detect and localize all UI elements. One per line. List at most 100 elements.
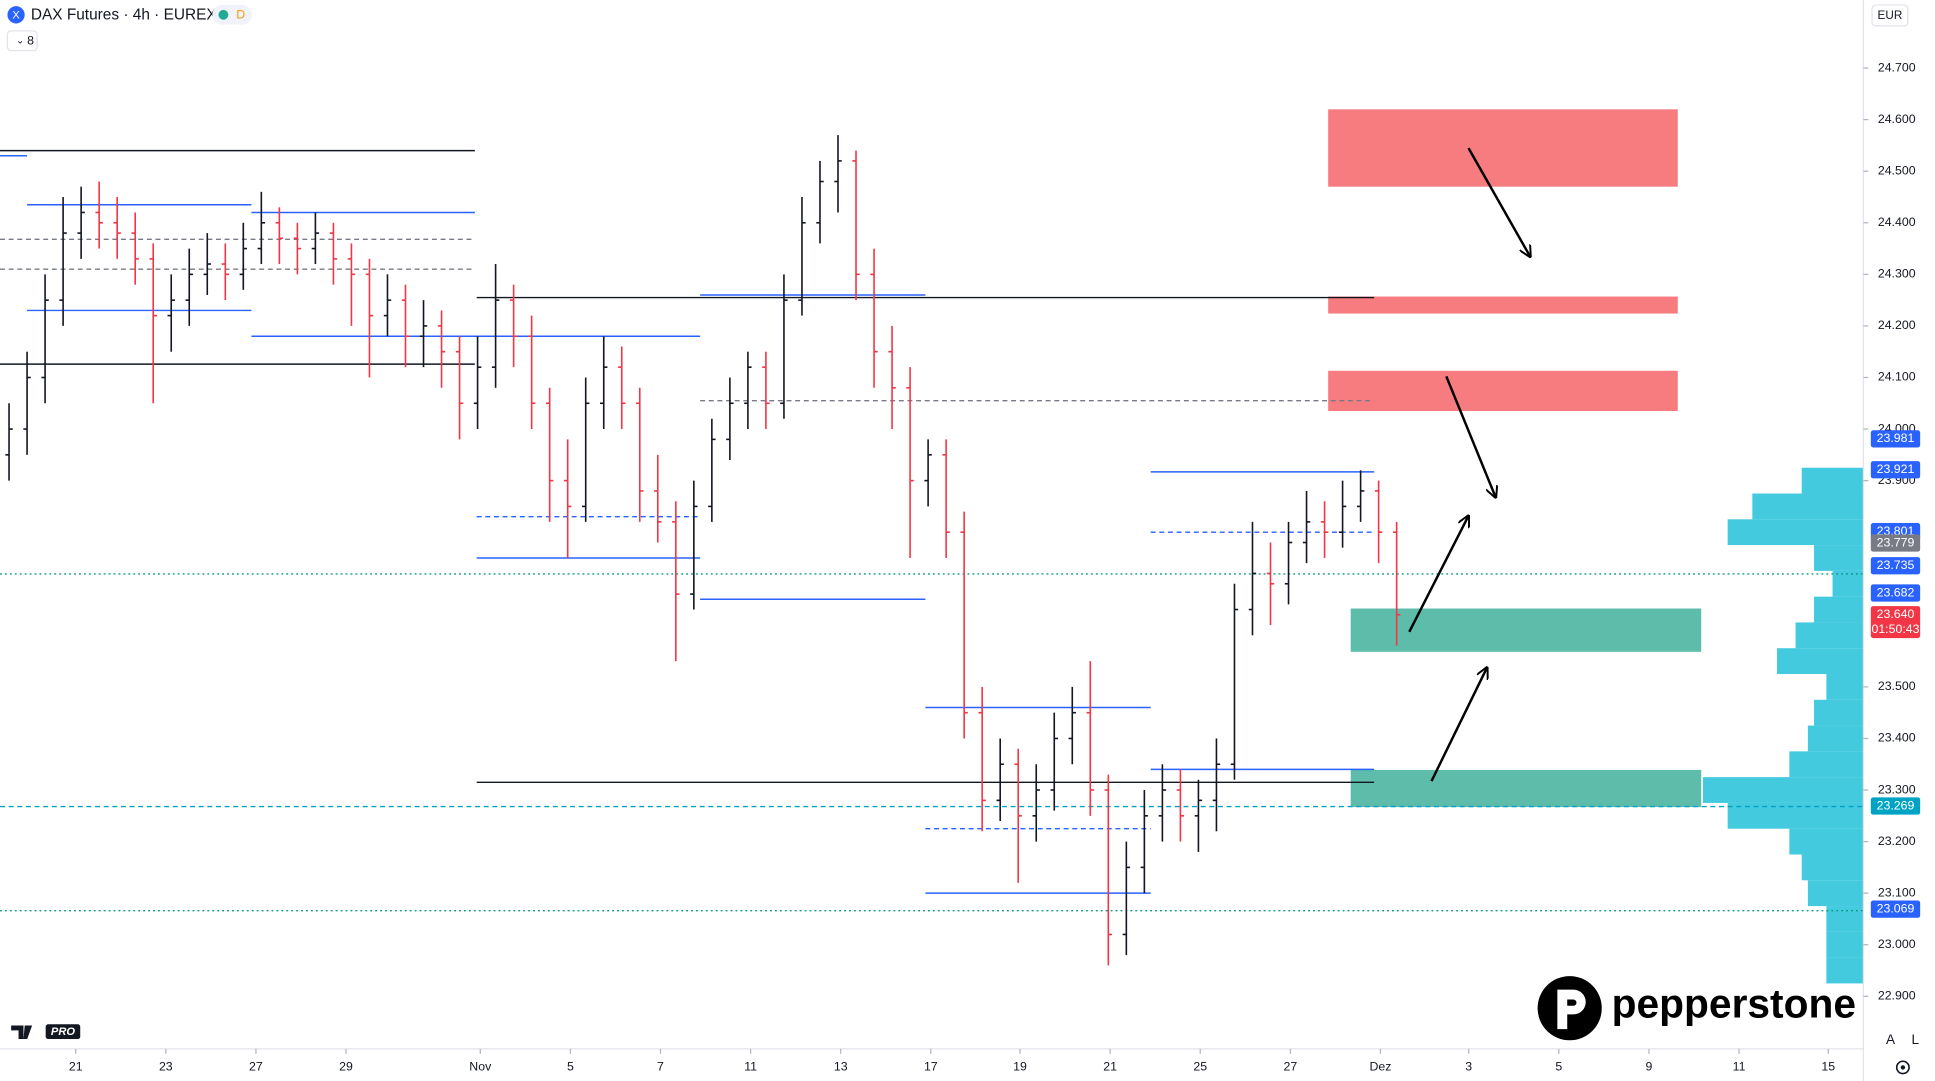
volume-profile-bar xyxy=(1814,545,1864,571)
y-tick-label: 23.200 xyxy=(1878,834,1916,848)
y-tick-label: 23.300 xyxy=(1878,782,1916,796)
volume-profile-bar xyxy=(1832,570,1864,597)
ohlc-bar xyxy=(960,511,968,739)
volume-profile-bar xyxy=(1777,648,1864,675)
ohlc-bar xyxy=(1176,769,1185,842)
arrow xyxy=(1445,375,1495,497)
header: X DAX Futures · 4h · EUREX D ⌄ 8 EUR xyxy=(6,4,1909,52)
volume-profile-bar xyxy=(1826,931,1864,958)
ohlc-bar xyxy=(1032,764,1040,842)
y-tick-label: 24.700 xyxy=(1878,60,1916,74)
pro-label: PRO xyxy=(51,1026,75,1038)
y-tick-label: 24.400 xyxy=(1878,215,1916,229)
ohlc-bar xyxy=(455,336,464,440)
x-tick-label: 11 xyxy=(1733,1060,1746,1074)
ohlc-bar xyxy=(257,191,266,265)
ohlc-bar xyxy=(798,196,806,316)
volume-profile-bar xyxy=(1727,802,1864,829)
symbol-icon xyxy=(7,6,25,24)
ohlc-bar xyxy=(726,377,734,460)
ohlc-bar xyxy=(329,222,338,285)
x-tick-label: 15 xyxy=(1821,1060,1835,1074)
ohlc-bar xyxy=(1248,521,1257,636)
ohlc-bar xyxy=(365,258,374,378)
ohlc-bar xyxy=(870,248,878,388)
price-tag xyxy=(1870,557,1921,575)
ohlc-bar xyxy=(618,346,626,430)
y-tick-label: 24.300 xyxy=(1878,267,1916,281)
tv-logo: PRO xyxy=(11,1024,81,1040)
volume-profile-bar xyxy=(1826,674,1864,700)
ohlc-bar xyxy=(1068,686,1076,765)
ohlc-bar xyxy=(563,439,572,558)
arrow xyxy=(1430,668,1487,782)
x-tick-label: 5 xyxy=(567,1060,574,1074)
price-tag-label: 23.069 xyxy=(1877,901,1915,915)
x-tick-label: 21 xyxy=(1103,1060,1117,1074)
volume-profile-bar xyxy=(1807,880,1864,907)
ohlc-bar xyxy=(942,439,950,558)
volume-profile-bar xyxy=(1801,854,1864,881)
ohlc-bar xyxy=(1338,480,1347,548)
y-tick-label: 23.500 xyxy=(1878,679,1916,693)
ohlc-bar xyxy=(906,367,914,558)
volume-profile-bar xyxy=(1826,906,1864,932)
x-tick-label: 3 xyxy=(1465,1060,1472,1074)
ohlc-bar xyxy=(1050,712,1058,811)
y-tick-label: 22.900 xyxy=(1878,989,1916,1003)
auto-scale-button[interactable]: A xyxy=(1886,1032,1896,1047)
currency-box[interactable] xyxy=(1871,4,1909,27)
price-tag xyxy=(1870,797,1921,815)
countdown: 01:50:43 xyxy=(1871,622,1919,636)
settings-icon[interactable] xyxy=(1895,1060,1910,1075)
ohlc-bar xyxy=(582,377,590,522)
ohlc-bar xyxy=(636,387,644,522)
log-scale-button[interactable]: L xyxy=(1911,1032,1919,1047)
ohlc-bar xyxy=(221,243,229,301)
ohlc-bar xyxy=(1230,583,1239,780)
ohlc-bar xyxy=(419,300,428,368)
symbol-icon-mark: X xyxy=(12,9,20,21)
ohlc-bar xyxy=(780,274,788,419)
ohlc-bar xyxy=(167,274,175,352)
volume-profile-bar xyxy=(1795,622,1864,649)
x-tick-label: 7 xyxy=(657,1060,664,1074)
y-tick-label: 24.500 xyxy=(1878,163,1916,177)
ohlc-bar xyxy=(708,418,716,522)
price-tag xyxy=(1870,584,1921,602)
ohlc-bar xyxy=(1140,790,1149,894)
ohlc-bar xyxy=(1122,841,1131,956)
x-tick-label: Dez xyxy=(1369,1060,1391,1074)
ohlc-bar xyxy=(852,150,860,301)
ohlc-bar xyxy=(59,196,67,326)
chart-title: DAX Futures · 4h · EUREX xyxy=(31,7,217,24)
indicator-toggle[interactable] xyxy=(6,30,38,52)
indicator-count: 8 xyxy=(27,34,34,48)
ohlc-bar xyxy=(275,207,284,265)
ohlc-bar xyxy=(1374,480,1383,564)
price-tag xyxy=(1870,430,1921,448)
volume-profile-bar xyxy=(1702,777,1864,803)
volume-profile-bar xyxy=(1826,957,1864,984)
ohlc-bar xyxy=(509,284,518,368)
ohlc-bar xyxy=(1284,521,1293,605)
status-dot xyxy=(218,9,229,20)
settings-hub[interactable] xyxy=(1900,1065,1906,1070)
ohlc-bar xyxy=(744,351,752,430)
zone xyxy=(1350,608,1702,652)
x-tick-label: 23 xyxy=(159,1060,173,1074)
ohlc-bar xyxy=(77,186,85,259)
ohlc-bar xyxy=(600,336,608,430)
ohlc-bar xyxy=(545,387,554,522)
y-tick-label: 23.100 xyxy=(1878,885,1916,899)
y-tick-label: 24.600 xyxy=(1878,112,1916,126)
ohlc-bar xyxy=(816,160,824,244)
x-tick-label: 21 xyxy=(69,1060,83,1074)
arrow xyxy=(1467,147,1531,257)
tv-logo-mark xyxy=(11,1025,33,1040)
zone xyxy=(1350,769,1702,808)
volume-profile-bar xyxy=(1752,493,1864,520)
ohlc-bar xyxy=(491,264,500,388)
settings-gear[interactable] xyxy=(1895,1060,1910,1075)
x-tick-label: 25 xyxy=(1193,1060,1207,1074)
